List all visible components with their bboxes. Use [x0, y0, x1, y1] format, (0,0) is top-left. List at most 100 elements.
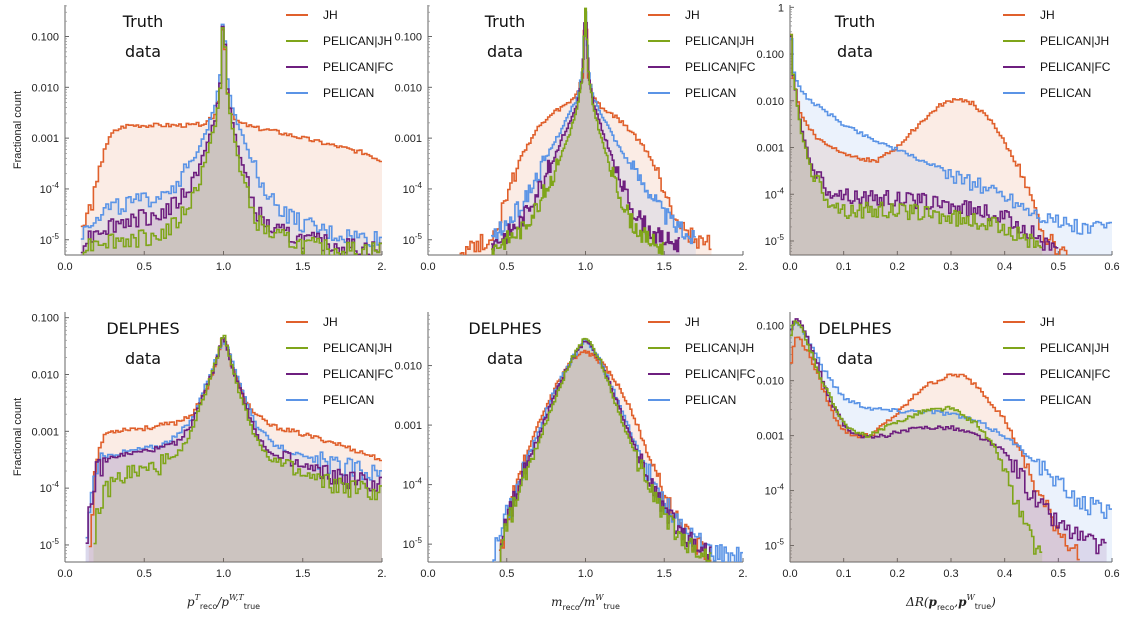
series-line-pelican-jh — [491, 7, 665, 255]
legend-entry: PELICAN|FC — [323, 60, 394, 74]
x-tick-label: 0.0 — [782, 261, 797, 273]
panel-annotation: DELPHES — [468, 319, 541, 338]
legend: JH PELICAN|JH PELICAN|FC PELICAN — [1003, 8, 1111, 100]
series-fill-pelican-jh — [93, 335, 382, 562]
panel-annotation: Truth — [484, 12, 526, 31]
series-line-jh — [790, 33, 1068, 255]
x-tick-label: 1.0 — [578, 568, 593, 580]
y-tick-label: 0.010 — [756, 96, 784, 108]
legend-entry: PELICAN|JH — [1040, 341, 1109, 355]
legend-entry: JH — [323, 315, 338, 329]
legend-entry: PELICAN|JH — [685, 341, 754, 355]
series-line-pelican-jh — [790, 33, 1043, 249]
legend-entry: PELICAN|FC — [685, 60, 756, 74]
legend-entry: JH — [1040, 8, 1055, 22]
series-fill-pelican-jh — [498, 338, 712, 562]
series-fill-pelican — [790, 322, 1112, 562]
x-tick-label: 1.5 — [657, 261, 672, 273]
y-tick-label: 0.100 — [394, 32, 422, 44]
series-line-pelican-jh — [499, 337, 712, 562]
legend-entry: PELICAN — [323, 86, 374, 100]
x-tick-label: 0.0 — [782, 568, 797, 580]
panel-truth-dr: 0.0 0.1 0.2 0.3 0.4 0.5 0.6 1 0.100 0.010 0.001 10-… — [756, 2, 1119, 273]
x-tick-label: 0.0 — [57, 568, 72, 580]
panel-annotation: data — [125, 349, 161, 368]
legend-entry: PELICAN — [1040, 393, 1091, 407]
y-tick-label: 0.010 — [394, 361, 422, 373]
y-tick-label: 0.001 — [394, 420, 422, 432]
series-group — [790, 318, 1112, 562]
legend: JH PELICAN|JH PELICAN|FC PELICAN — [286, 315, 394, 407]
series-fill-pelican-fc — [85, 337, 382, 562]
series-group — [491, 337, 743, 562]
series-fill-pelican — [491, 339, 743, 562]
series-line-pelican — [790, 322, 1112, 519]
y-tick-label: 10-4 — [40, 480, 60, 495]
x-tick-label: 0.1 — [836, 568, 851, 580]
legend-entry: PELICAN|FC — [685, 367, 756, 381]
y-tick-label: 10-4 — [403, 477, 423, 492]
y-tick-label: 0.100 — [756, 321, 784, 333]
x-tick-label: 0.0 — [420, 568, 435, 580]
series-fill-pelican — [85, 338, 382, 562]
series-line-pelican — [85, 337, 382, 539]
panel-annotation: DELPHES — [106, 319, 179, 338]
x-tick-label: 0.5 — [1051, 261, 1066, 273]
series-fill-pelican-fc — [790, 318, 1107, 562]
x-tick-label: 0.3 — [943, 261, 958, 273]
panel-annotation: Truth — [834, 12, 876, 31]
y-tick-label: 0.100 — [756, 49, 784, 61]
panel-delphes-m: 0.0 0.5 1.0 1.5 2. 0.010 0.001 10-4 10-5 DELPHES d… — [394, 312, 756, 612]
y-tick-label: 0.100 — [31, 313, 59, 325]
panel-annotation: DELPHES — [818, 319, 891, 338]
x-tick-label: 1.0 — [216, 568, 231, 580]
legend-entry: JH — [323, 8, 338, 22]
x-tick-label: 2. — [738, 568, 747, 580]
y-tick-label: 0.100 — [31, 32, 59, 44]
series-fill-jh — [459, 29, 712, 255]
legend-entry: PELICAN — [1040, 86, 1091, 100]
legend-entry: PELICAN — [323, 393, 374, 407]
panel-annotation: Truth — [122, 12, 164, 31]
x-tick-label: 1.5 — [295, 568, 310, 580]
x-tick-label: 1.0 — [216, 261, 231, 273]
legend-entry: PELICAN|JH — [323, 34, 392, 48]
series-fill-pelican-jh — [790, 321, 1043, 562]
x-tick-label: 0.1 — [836, 261, 851, 273]
x-tick-label: 2. — [377, 568, 386, 580]
legend-entry: PELICAN|FC — [1040, 367, 1111, 381]
y-tick-label: 0.001 — [756, 431, 784, 443]
series-line-pelican-fc — [790, 318, 1107, 555]
series-fill-pelican-jh — [491, 8, 665, 255]
panel-truth-m: 0.0 0.5 1.0 1.5 2. 0.100 0.010 0.001 10-4 10-5 Tru… — [394, 5, 756, 273]
x-axis-label: pTreco/pW,Ttrue — [187, 593, 260, 611]
x-axis-label: mreco/mWtrue — [551, 593, 620, 612]
x-tick-label: 0.5 — [499, 568, 514, 580]
x-tick-label: 0.6 — [1104, 568, 1119, 580]
x-tick-label: 0.0 — [420, 261, 435, 273]
series-fill-pelican-fc — [498, 341, 712, 562]
x-tick-label: 0.0 — [57, 261, 72, 273]
y-tick-label: 10-5 — [765, 233, 785, 248]
panel-annotation: data — [487, 42, 523, 61]
series-group — [459, 7, 712, 255]
legend: JH PELICAN|JH PELICAN|FC PELICAN — [648, 315, 756, 407]
y-tick-label: 10-4 — [765, 186, 785, 201]
legend-entry: PELICAN — [685, 86, 736, 100]
x-tick-label: 0.5 — [499, 261, 514, 273]
series-fill-pelican-fc — [80, 26, 382, 255]
y-axis-label: Fractional count — [12, 91, 24, 169]
y-tick-label: 10-5 — [40, 232, 60, 247]
y-tick-label: 10-5 — [403, 536, 423, 551]
series-fill-pelican-fc — [790, 36, 1059, 255]
legend-entry: PELICAN|JH — [323, 341, 392, 355]
series-line-pelican-jh — [82, 27, 382, 255]
y-tick-label: 10-5 — [765, 538, 785, 553]
x-tick-label: 0.4 — [997, 568, 1012, 580]
y-tick-label: 0.010 — [31, 82, 59, 94]
x-tick-label: 2. — [738, 261, 747, 273]
legend-entry: JH — [1040, 315, 1055, 329]
legend-entry: JH — [685, 315, 700, 329]
series-fill-pelican-jh — [790, 34, 1043, 255]
y-tick-label: 0.001 — [31, 133, 59, 145]
